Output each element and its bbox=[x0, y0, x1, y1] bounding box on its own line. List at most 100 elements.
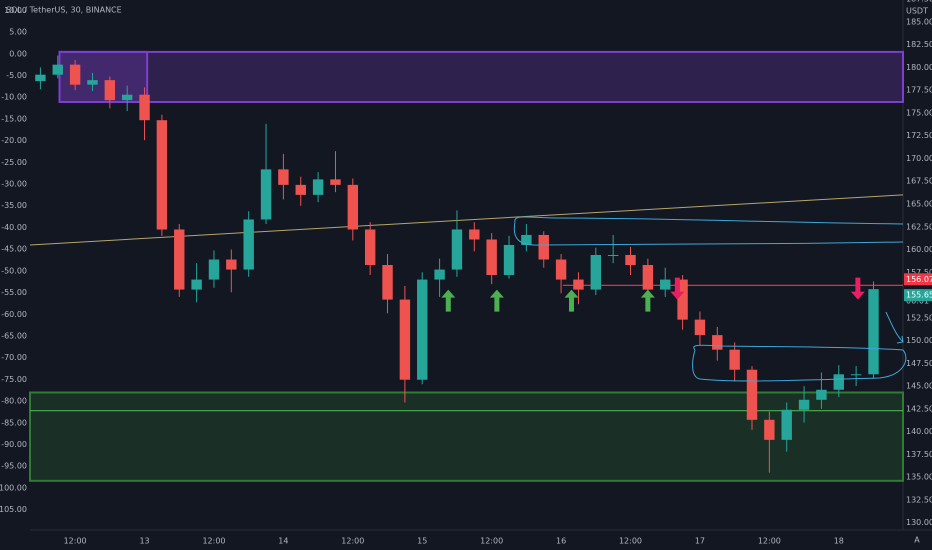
y2-tick-label: 140.00 bbox=[906, 427, 932, 436]
candle-body bbox=[121, 94, 133, 101]
candle-body bbox=[243, 219, 254, 270]
candle-body bbox=[469, 229, 480, 240]
candle-body bbox=[208, 259, 220, 280]
candle-body bbox=[712, 335, 723, 350]
y-tick-label: -45.00 bbox=[1, 245, 27, 254]
candle-body bbox=[833, 374, 844, 390]
arrow bbox=[670, 277, 685, 300]
hand-drawn-range bbox=[692, 344, 907, 382]
auto-scale[interactable]: A bbox=[914, 536, 920, 545]
candle-body bbox=[347, 184, 359, 230]
candle-body bbox=[312, 179, 324, 195]
price-label: 156.07 bbox=[906, 275, 932, 284]
y2-tick-label: 175.00 bbox=[906, 108, 932, 117]
y2-tick-label: 172.50 bbox=[906, 131, 932, 140]
zone bbox=[29, 391, 904, 482]
candle-body bbox=[729, 349, 740, 370]
y-tick-label: -105.00 bbox=[0, 505, 27, 514]
plot bbox=[29, 50, 905, 482]
arrow bbox=[640, 289, 655, 312]
candle-body bbox=[868, 289, 879, 375]
candle-body bbox=[764, 419, 775, 440]
y2-tick-label: 130.00 bbox=[906, 518, 932, 527]
y2-tick-label: 170.00 bbox=[906, 154, 932, 163]
y2-tick-label: 137.50 bbox=[906, 450, 932, 459]
candle-body bbox=[798, 399, 810, 410]
candle-body bbox=[417, 279, 428, 380]
y2-tick-label: 167.50 bbox=[906, 177, 932, 186]
y-tick-label: 10.00 bbox=[4, 6, 27, 15]
arrow bbox=[441, 289, 456, 312]
y-tick-label: -100.00 bbox=[0, 483, 27, 492]
candle-body bbox=[607, 254, 619, 256]
y2-tick-label: 157.50 bbox=[906, 268, 932, 277]
y2-tick-label: 182.50 bbox=[906, 40, 932, 49]
candle-body bbox=[139, 94, 150, 121]
candle-body bbox=[364, 229, 376, 265]
candle-body bbox=[260, 169, 272, 220]
candle-body bbox=[521, 234, 532, 245]
candle-body bbox=[660, 279, 671, 290]
candle-body bbox=[642, 265, 654, 290]
price-label-box bbox=[904, 289, 932, 302]
y-tick-label: -15.00 bbox=[1, 114, 27, 123]
candle-body bbox=[104, 80, 116, 101]
y2-tick-label: 150.00 bbox=[906, 336, 932, 345]
y2-tick-label: 177.50 bbox=[906, 86, 932, 95]
currency: USDT bbox=[906, 7, 928, 16]
y-tick-label: -85.00 bbox=[1, 418, 27, 427]
price-label-box bbox=[904, 273, 932, 286]
candle-body bbox=[295, 184, 306, 195]
y2-tick-label: 160.00 bbox=[906, 245, 932, 254]
candle-body bbox=[226, 259, 237, 270]
drawings bbox=[513, 216, 907, 382]
candle-body bbox=[590, 254, 602, 290]
x-tick-label: 15 bbox=[417, 537, 427, 546]
candle-body bbox=[174, 229, 185, 290]
y2-tick-label: 187.50 bbox=[906, 0, 932, 4]
hand-drawn-range bbox=[513, 216, 904, 246]
x-tick-label: 17 bbox=[695, 537, 705, 546]
y-tick-label: -60.00 bbox=[1, 310, 27, 319]
candle-body bbox=[35, 74, 46, 82]
y-tick-label: -25.00 bbox=[1, 158, 27, 167]
candle-body bbox=[816, 389, 827, 400]
y2-tick-label: 180.00 bbox=[906, 63, 932, 72]
y-tick-label: -40.00 bbox=[1, 223, 27, 232]
x-tick-label: 12:00 bbox=[619, 537, 642, 546]
candle-body bbox=[69, 64, 81, 85]
candle-body bbox=[746, 369, 758, 420]
candle-body bbox=[486, 239, 497, 276]
y2-tick-label: 165.00 bbox=[906, 199, 932, 208]
y-tick-label: -65.00 bbox=[1, 331, 27, 340]
x-tick-label: 16 bbox=[556, 537, 566, 546]
y2-tick-label: 135.00 bbox=[906, 473, 932, 482]
candle-body bbox=[330, 179, 341, 185]
x-tick-label: 18 bbox=[834, 537, 844, 546]
y-tick-label: -70.00 bbox=[1, 353, 27, 362]
candle-body bbox=[191, 279, 202, 290]
y2-tick-label: 152.50 bbox=[906, 313, 932, 322]
y-tick-label: -10.00 bbox=[1, 93, 27, 102]
candle-body bbox=[538, 234, 549, 260]
x-tick-label: 12:00 bbox=[480, 537, 503, 546]
y-tick-label: 0.00 bbox=[9, 49, 27, 58]
y-tick-label: -90.00 bbox=[1, 440, 27, 449]
price-label: 155.65 bbox=[906, 291, 932, 300]
hand-drawn-arrow bbox=[885, 311, 904, 344]
x-tick-label: 12:00 bbox=[341, 537, 364, 546]
y-tick-label: -5.00 bbox=[6, 71, 27, 80]
zone bbox=[58, 50, 905, 103]
y2-tick-label: 142.50 bbox=[906, 404, 932, 413]
y-tick-label: -30.00 bbox=[1, 180, 27, 189]
y-tick-label: -75.00 bbox=[1, 375, 27, 384]
candle-body bbox=[677, 279, 688, 320]
arrow bbox=[489, 289, 504, 312]
y2-tick-label: 132.50 bbox=[906, 495, 932, 504]
candle-body bbox=[434, 269, 445, 280]
candle-body bbox=[555, 259, 567, 280]
candle-body bbox=[503, 244, 515, 276]
y-tick-label: 5.00 bbox=[9, 28, 27, 37]
candle-body bbox=[278, 169, 289, 185]
